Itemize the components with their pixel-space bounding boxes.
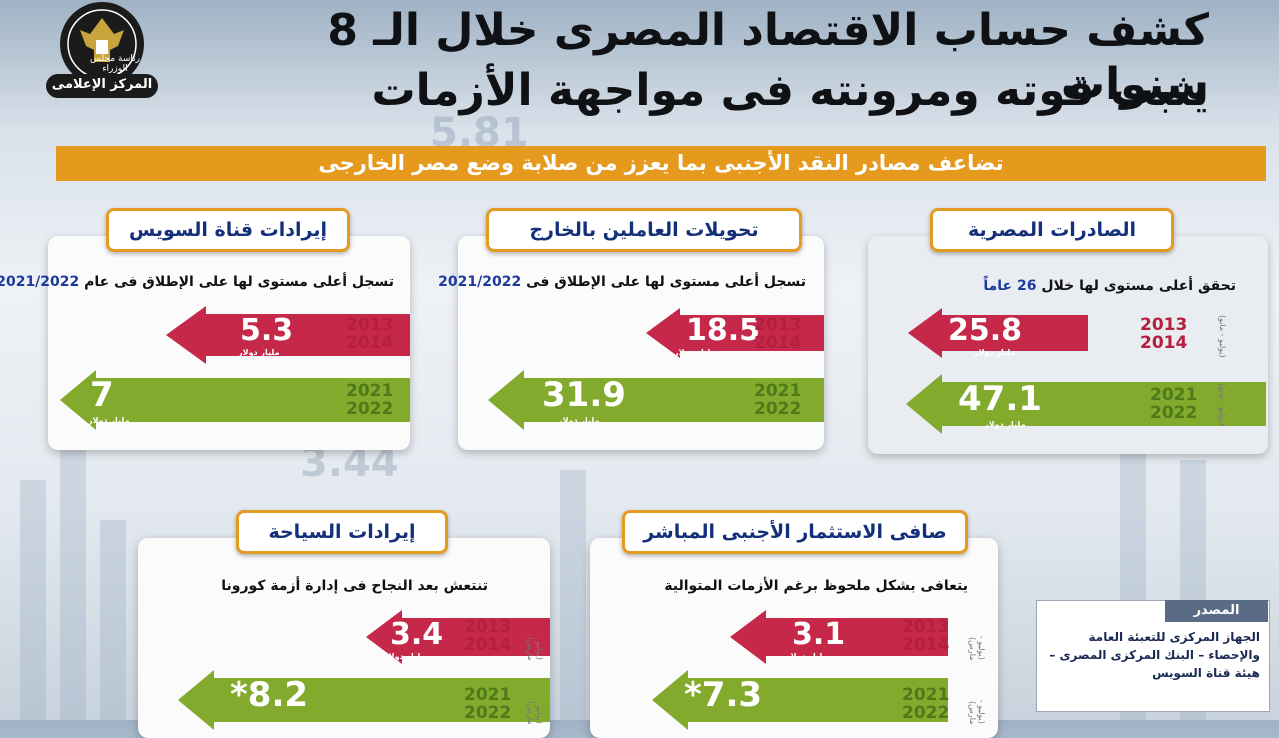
value-2013: 3.1	[792, 617, 846, 652]
year-label: 2021 2022	[754, 381, 802, 419]
logo-text-top: رئاسة مجلس الوزراء	[90, 54, 140, 74]
label-remittances: تحويلات العاملين بالخارج	[486, 208, 802, 252]
subtitle-banner: تضاعف مصادر النقد الأجنبى بما يعزز من صل…	[56, 146, 1266, 181]
card-description: تنتعش بعد النجاح فى إدارة أزمة كورونا	[221, 578, 488, 594]
arrow-2021	[652, 670, 948, 730]
value-2021: 31.9	[542, 375, 626, 415]
year-label: 2021 2022	[902, 685, 950, 723]
label-suez: إيرادات قناة السويس	[106, 208, 350, 252]
arrow-2013	[166, 306, 410, 364]
card-suez: تسجل أعلى مستوى لها على الإطلاق فى عام 2…	[0, 236, 410, 450]
label-tourism: إيرادات السياحة	[236, 510, 448, 554]
period-note: (يوليو - مارس)	[526, 700, 544, 724]
unit-label: مليار دولار	[558, 416, 600, 425]
card-description: تسجل أعلى مستوى لها على الإطلاق فى 2021/…	[438, 274, 806, 290]
value-2021: *7.3	[684, 675, 763, 715]
year-label: 2013 2014	[464, 617, 512, 655]
page-title-line2: يثبت قوته ومرونته فى مواجهة الأزمات	[371, 65, 1209, 116]
arrow-2013	[366, 610, 550, 664]
logo-text-bottom: المركز الإعلامى	[51, 77, 153, 92]
page-title-line1: كشف حساب الاقتصاد المصرى خلال الـ 8 سنوا…	[327, 5, 1209, 110]
year-label: 2013 2014	[346, 315, 394, 353]
value-2013: 5.3	[240, 313, 294, 348]
value-2013: 3.4	[390, 617, 444, 652]
card-fdi: يتعافى بشكل ملحوظ برغم الأزمات المتوالية…	[590, 538, 998, 738]
unit-label: مليار دولار	[88, 416, 130, 425]
value-2021: 47.1	[958, 379, 1042, 419]
value-2013: 18.5	[686, 313, 761, 348]
arrow-2021	[488, 370, 824, 430]
unit-label: مليار دولار	[384, 652, 426, 661]
arrow-2013	[646, 308, 824, 358]
unit-label: مليار دولار	[984, 420, 1026, 429]
period-note: (يوليو - مارس)	[968, 700, 986, 724]
year-label: 2013 2014	[754, 315, 802, 353]
period-note: (يوليو - مايو)	[1218, 383, 1227, 426]
arrow-2021	[60, 370, 410, 430]
unit-label: مليار دولار	[674, 348, 716, 357]
unit-label: مليار دولار	[786, 652, 828, 661]
arrow-2013	[730, 610, 948, 664]
arrow-2013	[908, 308, 1088, 358]
year-label: 2013 2014	[902, 617, 950, 655]
arrow-2021	[178, 670, 550, 730]
unit-label: مليار دولار	[974, 348, 1016, 357]
card-description: تحقق أعلى مستوى لها خلال 26 عاماً	[983, 278, 1236, 294]
period-note: (يوليو - مارس)	[968, 636, 986, 660]
value-2021: 7	[90, 375, 114, 415]
card-description: تسجل أعلى مستوى لها على الإطلاق فى عام 2…	[0, 274, 394, 290]
year-label: 2021 2022	[1150, 385, 1198, 423]
source-heading: المصدر	[1165, 600, 1268, 622]
period-note: (يوليو - مارس)	[526, 636, 544, 660]
label-fdi: صافى الاستثمار الأجنبى المباشر	[622, 510, 968, 554]
card-remittances: تسجل أعلى مستوى لها على الإطلاق فى 2021/…	[438, 236, 824, 450]
value-2021: *8.2	[230, 675, 309, 715]
card-exports: تحقق أعلى مستوى لها خلال 26 عاماً 25.8 م…	[868, 236, 1268, 454]
year-label: 2013 2014	[1140, 315, 1188, 353]
source-text: الجهاز المركزى للتعبئة العامة والإحصاء –…	[1049, 630, 1260, 680]
card-description: يتعافى بشكل ملحوظ برغم الأزمات المتوالية	[664, 578, 968, 594]
cabinet-logo: رئاسة مجلس الوزراء المركز الإعلامى	[36, 0, 168, 118]
year-label: 2021 2022	[464, 685, 512, 723]
value-2013: 25.8	[948, 313, 1023, 348]
label-exports: الصادرات المصرية	[930, 208, 1174, 252]
card-tourism: تنتعش بعد النجاح فى إدارة أزمة كورونا 3.…	[138, 538, 550, 738]
arrow-2021	[906, 374, 1266, 434]
year-label: 2021 2022	[346, 381, 394, 419]
period-note: (يوليو - مايو)	[1218, 315, 1227, 358]
unit-label: مليار دولار	[238, 348, 280, 357]
